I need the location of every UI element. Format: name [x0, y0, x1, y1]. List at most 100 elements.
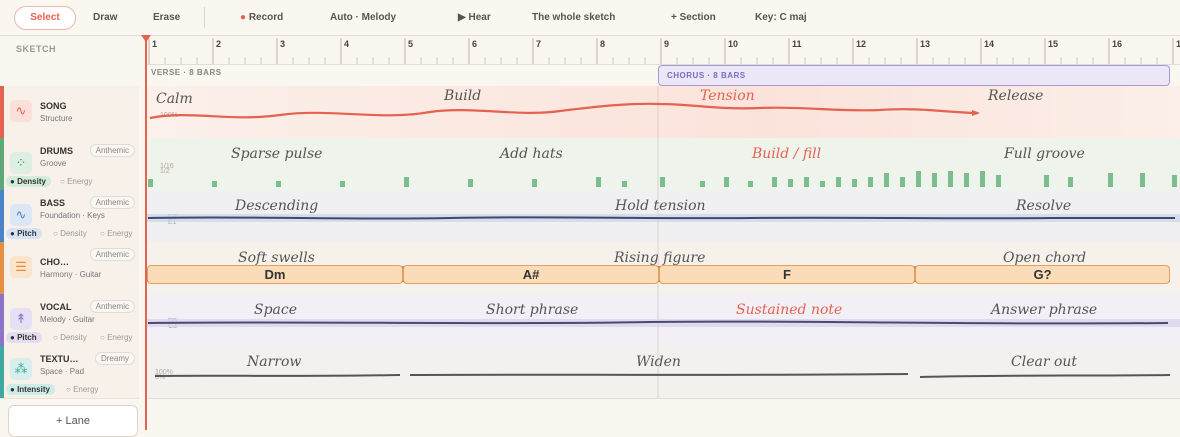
drum-hit-bar[interactable]: [868, 177, 873, 187]
mode-density-toggle[interactable]: ○ Density: [53, 229, 87, 238]
key-select[interactable]: Key: C maj: [755, 12, 807, 23]
drum-hit-bar[interactable]: [1172, 175, 1177, 187]
drum-hit-bar[interactable]: [404, 177, 409, 187]
mode-pitch-toggle[interactable]: ● Pitch: [6, 228, 42, 239]
section-chorus[interactable]: CHORUS · 8 BARS: [658, 65, 1170, 86]
drum-hit-bar[interactable]: [900, 177, 905, 187]
drum-hit-bar[interactable]: [276, 181, 281, 187]
drum-hit-bar[interactable]: [700, 181, 705, 187]
vocal-label[interactable]: Sustained note: [736, 302, 843, 318]
vocal-pitch-curve[interactable]: [147, 320, 1169, 325]
drums-label[interactable]: Sparse pulse: [231, 146, 323, 162]
drum-hit-bar[interactable]: [596, 177, 601, 187]
drum-hit-bar[interactable]: [820, 181, 825, 187]
erase-tool-button[interactable]: Erase: [153, 12, 181, 23]
mode-energy-toggle[interactable]: ○ Energy: [100, 333, 133, 342]
lane-header-texture[interactable]: ⁂ TEXTU… Space · Pad Dreamy ● Intensity …: [0, 346, 139, 399]
song-label[interactable]: Release: [988, 88, 1044, 104]
vocal-label[interactable]: Answer phrase: [991, 302, 1098, 318]
drum-hit-bar[interactable]: [660, 177, 665, 187]
drum-hit-bars[interactable]: [148, 171, 1177, 187]
select-tool-button[interactable]: Select: [14, 6, 76, 30]
timeline-ruler[interactable]: 1 2 3 4 5 6 7 8 9 10 11 12 13 14 15 16 1: [145, 35, 1180, 65]
playhead-handle[interactable]: [141, 35, 151, 42]
drum-hit-bar[interactable]: [1068, 177, 1073, 187]
texture-label[interactable]: Narrow: [247, 354, 302, 370]
drum-hit-bar[interactable]: [788, 179, 793, 187]
drum-hit-bar[interactable]: [468, 179, 473, 187]
drum-hit-bar[interactable]: [532, 179, 537, 187]
chord-block[interactable]: Dm: [147, 265, 403, 284]
chords-label[interactable]: Rising figure: [614, 250, 706, 266]
drum-hit-bar[interactable]: [148, 179, 153, 187]
record-button[interactable]: ● Record: [240, 0, 283, 35]
lane-area-texture[interactable]: [145, 346, 1180, 399]
drum-hit-bar[interactable]: [932, 173, 937, 187]
drum-hit-bar[interactable]: [1044, 175, 1049, 187]
drum-hit-bar[interactable]: [212, 181, 217, 187]
mode-density-toggle[interactable]: ○ Density: [53, 333, 87, 342]
chords-label[interactable]: Open chord: [1003, 250, 1087, 266]
section-verse[interactable]: VERSE · 8 BARS: [151, 68, 222, 77]
song-energy-curve[interactable]: [149, 102, 979, 120]
vocal-label[interactable]: Space: [254, 302, 298, 318]
chords-label[interactable]: Soft swells: [238, 250, 315, 266]
texture-curve-3[interactable]: [919, 374, 1171, 378]
chord-block[interactable]: F: [659, 265, 915, 284]
lane-header-song[interactable]: ∿ SONG Structure: [0, 86, 139, 139]
drums-label[interactable]: Add hats: [500, 146, 563, 162]
drum-hit-bar[interactable]: [948, 171, 953, 187]
chord-block[interactable]: G?: [915, 265, 1170, 284]
drums-label[interactable]: Build / fill: [752, 146, 822, 162]
drum-hit-bar[interactable]: [340, 181, 345, 187]
auto-melody-button[interactable]: Auto · Melody: [330, 12, 397, 23]
hear-button[interactable]: ▶ Hear: [458, 0, 491, 35]
drum-hit-bar[interactable]: [724, 177, 729, 187]
drum-hit-bar[interactable]: [804, 177, 809, 187]
song-label[interactable]: Tension: [700, 88, 755, 104]
drum-hit-bar[interactable]: [852, 179, 857, 187]
drum-hit-bar[interactable]: [772, 177, 777, 187]
bass-label[interactable]: Hold tension: [615, 198, 706, 214]
vocal-label[interactable]: Short phrase: [486, 302, 579, 318]
playhead[interactable]: [145, 35, 147, 430]
drum-hit-bar[interactable]: [622, 181, 627, 187]
style-pill[interactable]: Dreamy: [94, 352, 135, 365]
bass-label[interactable]: Resolve: [1016, 198, 1072, 214]
mode-pitch-toggle[interactable]: ● Pitch: [6, 332, 42, 343]
song-label[interactable]: Calm: [156, 91, 193, 107]
bar-number: 1: [152, 39, 157, 49]
mode-intensity-toggle[interactable]: ● Intensity: [6, 384, 55, 395]
add-section-button[interactable]: + Section: [671, 12, 716, 23]
texture-curve-2[interactable]: [409, 373, 909, 376]
texture-curve-1[interactable]: [154, 374, 401, 377]
drum-hit-bar[interactable]: [1140, 173, 1145, 187]
lane-header-bass[interactable]: ∿ BASS Foundation · Keys Anthemic ● Pitc…: [0, 190, 139, 243]
scope-select[interactable]: The whole sketch: [532, 12, 616, 23]
texture-label[interactable]: Clear out: [1011, 354, 1078, 370]
drum-hit-bar[interactable]: [980, 171, 985, 187]
drum-hit-bar[interactable]: [996, 175, 1001, 187]
drum-hit-bar[interactable]: [836, 177, 841, 187]
drum-hit-bar[interactable]: [884, 173, 889, 187]
style-pill[interactable]: Anthemic: [89, 144, 135, 157]
drum-hit-bar[interactable]: [748, 181, 753, 187]
style-pill[interactable]: Anthemic: [89, 196, 135, 209]
song-label[interactable]: Build: [444, 88, 482, 104]
drum-hit-bar[interactable]: [1108, 173, 1113, 187]
bass-pitch-curve[interactable]: [147, 216, 1175, 220]
mode-energy-toggle[interactable]: ○ Energy: [66, 385, 99, 394]
style-pill[interactable]: Anthemic: [89, 248, 135, 261]
draw-tool-button[interactable]: Draw: [93, 12, 118, 23]
chord-block[interactable]: A#: [403, 265, 659, 284]
drums-label[interactable]: Full groove: [1004, 146, 1085, 162]
lane-header-drums[interactable]: ⁘ DRUMS Groove Anthemic ● Density ○ Ener…: [0, 138, 139, 191]
mode-energy-toggle[interactable]: ○ Energy: [60, 177, 93, 186]
style-pill[interactable]: Anthemic: [89, 300, 135, 313]
mode-energy-toggle[interactable]: ○ Energy: [100, 229, 133, 238]
drum-hit-bar[interactable]: [964, 173, 969, 187]
texture-label[interactable]: Widen: [636, 354, 681, 370]
bass-label[interactable]: Descending: [235, 198, 319, 214]
drum-hit-bar[interactable]: [916, 171, 921, 187]
mode-density-toggle[interactable]: ● Density: [6, 176, 51, 187]
